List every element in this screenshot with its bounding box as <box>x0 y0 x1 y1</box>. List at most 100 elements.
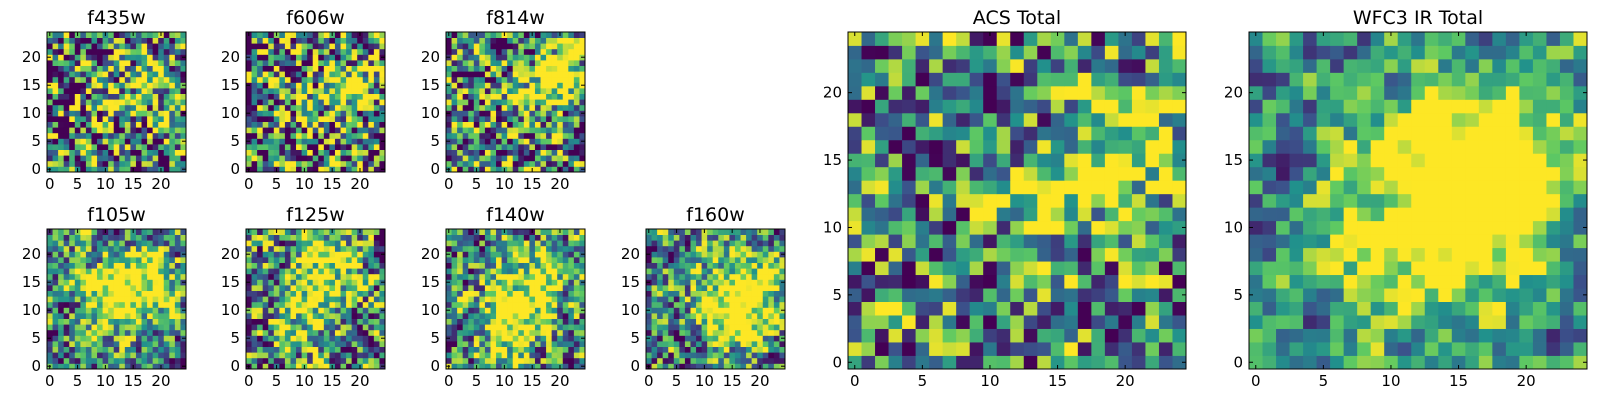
heatmap-cell <box>373 116 380 122</box>
heatmap-cell <box>540 290 547 297</box>
heatmap-cell <box>108 262 115 269</box>
heatmap-cell <box>690 257 697 263</box>
heatmap-cell <box>296 257 302 263</box>
heatmap-cell <box>723 341 730 347</box>
heatmap-cell <box>174 268 181 275</box>
heatmap-cell <box>673 307 680 314</box>
heatmap-cell <box>718 229 725 235</box>
heatmap-cell <box>368 313 375 319</box>
heatmap-cell <box>296 240 302 247</box>
heatmap-cell <box>318 132 325 139</box>
heatmap-cell <box>942 180 957 195</box>
heatmap-cell <box>546 82 553 89</box>
heatmap-cell <box>85 121 92 128</box>
heatmap-cell <box>929 220 944 235</box>
heatmap-cell <box>1037 315 1052 329</box>
heatmap-cell <box>362 251 369 258</box>
heatmap-cell <box>158 37 165 44</box>
heatmap-cell <box>74 352 81 359</box>
heatmap-cell <box>723 279 730 286</box>
heatmap-cell <box>74 341 81 347</box>
heatmap-cell <box>97 116 103 122</box>
heatmap-cell <box>534 240 541 247</box>
heatmap-cell <box>1131 261 1146 276</box>
heatmap-cell <box>473 121 480 128</box>
heatmap-cell <box>152 285 159 291</box>
heatmap-cell <box>534 138 541 145</box>
heatmap-cell <box>340 346 347 353</box>
heatmap-cell <box>718 329 725 336</box>
heatmap-cell <box>457 48 464 55</box>
heatmap-cell <box>74 121 81 128</box>
heatmap-cell <box>58 346 65 353</box>
heatmap-cell <box>135 93 142 100</box>
heatmap-cell <box>273 43 280 50</box>
heatmap-cell <box>47 313 53 319</box>
heatmap-cell <box>529 82 536 89</box>
heatmap-cell <box>368 60 375 66</box>
heatmap-cell <box>69 104 76 111</box>
heatmap-cell <box>97 290 103 297</box>
heatmap-cell <box>279 43 286 50</box>
heatmap-cell <box>318 301 325 308</box>
heatmap-cell <box>113 313 120 319</box>
heatmap-cell <box>284 138 291 145</box>
heatmap-cell <box>751 318 758 325</box>
heatmap-cell <box>484 71 491 78</box>
heatmap-cell <box>323 341 330 347</box>
heatmap-cell <box>284 324 291 331</box>
heatmap-cell <box>174 357 181 364</box>
heatmap-cell <box>379 229 386 235</box>
heatmap-cell <box>97 352 103 359</box>
heatmap-cell <box>246 65 252 72</box>
heatmap-cell <box>357 127 364 134</box>
heatmap-cell <box>296 116 302 122</box>
heatmap-cell <box>124 301 131 308</box>
heatmap-cell <box>135 48 142 55</box>
heatmap-cell <box>340 251 347 258</box>
heatmap-cell <box>163 318 170 325</box>
heatmap-cell <box>124 138 131 145</box>
heatmap-cell <box>268 60 275 66</box>
heatmap-cell <box>174 273 181 280</box>
heatmap-cell <box>80 37 87 44</box>
heatmap-cell <box>1037 180 1052 195</box>
heatmap-cell <box>246 285 252 291</box>
heatmap-cell <box>340 104 347 111</box>
heatmap-cell <box>929 234 944 249</box>
heatmap-cell <box>334 48 341 55</box>
heatmap-cell <box>357 329 364 336</box>
heatmap-cell <box>718 245 725 252</box>
heatmap-cell <box>296 307 302 314</box>
heatmap-cell <box>468 160 475 167</box>
heatmap-cell <box>307 88 314 94</box>
heatmap-cell <box>257 149 264 156</box>
heatmap-cell <box>357 43 364 50</box>
heatmap-cell <box>657 324 664 331</box>
heatmap-cell <box>158 149 165 156</box>
y-tick-label: 0 <box>430 160 440 178</box>
heatmap-cell <box>479 82 486 89</box>
heatmap-cell <box>473 240 480 247</box>
heatmap-cell <box>163 262 170 269</box>
heatmap-cell <box>557 301 564 308</box>
heatmap-cell <box>323 160 330 167</box>
heatmap-cell <box>690 329 697 336</box>
heatmap-cell <box>307 329 314 336</box>
heatmap-cell <box>80 71 87 78</box>
heatmap-cell <box>712 296 719 303</box>
heatmap-cell <box>662 357 669 364</box>
heatmap-cell <box>457 144 464 150</box>
heatmap-cell <box>268 71 275 78</box>
heatmap-cell <box>97 245 103 252</box>
heatmap-cell <box>119 149 126 156</box>
heatmap-cell <box>479 138 486 145</box>
heatmap-cell <box>451 357 458 364</box>
heatmap-cell <box>861 166 876 181</box>
heatmap-cell <box>490 290 497 297</box>
heatmap-cell <box>573 357 580 364</box>
heatmap-cell <box>690 341 697 347</box>
heatmap-cell <box>301 290 308 297</box>
heatmap-cell <box>888 166 903 181</box>
heatmap-cell <box>246 60 252 66</box>
